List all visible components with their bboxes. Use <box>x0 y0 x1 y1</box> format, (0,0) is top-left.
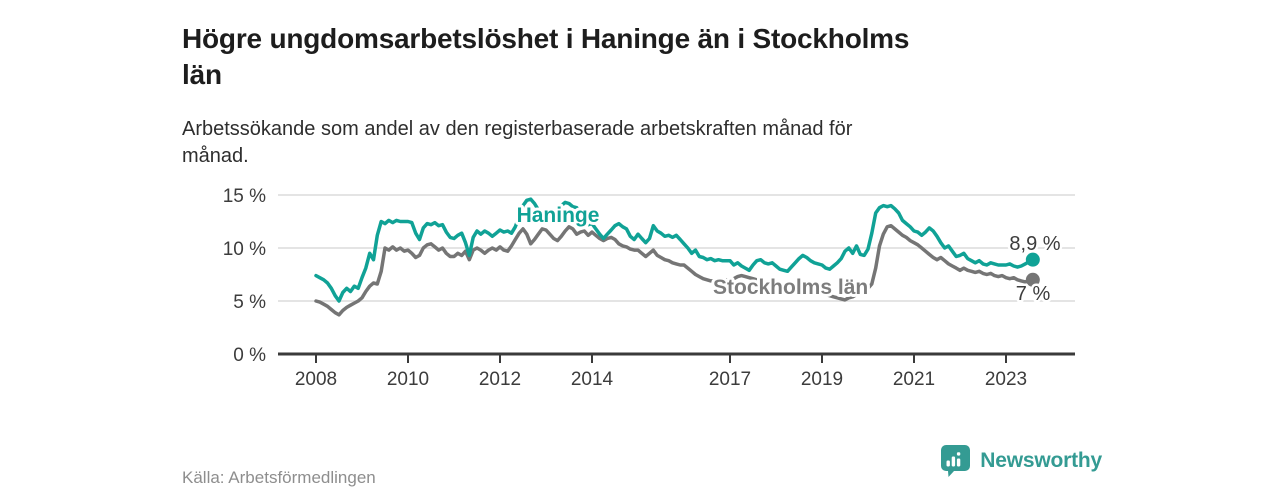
source-note: Källa: Arbetsförmedlingen <box>182 468 376 487</box>
end-dot <box>1025 272 1040 287</box>
chart-subtitle: Arbetssökande som andel av den registerb… <box>182 118 853 167</box>
x-tick-label: 2014 <box>571 369 614 390</box>
y-tick-label: 0 % <box>233 345 266 366</box>
x-tick-label: 2010 <box>387 369 429 390</box>
haninge-line <box>314 197 1035 303</box>
x-tick-label: 2012 <box>479 369 521 390</box>
end-dot <box>1025 252 1040 267</box>
x-tick-label: 2019 <box>801 369 843 390</box>
y-tick-label: 5 % <box>233 292 266 313</box>
brand-logo: Newsworthy <box>940 444 1102 478</box>
y-tick-label: 10 % <box>223 239 266 260</box>
line-chart: 2008 2010 2012 2014 2017 2019 2021 2023 0 % 5 % 10… <box>223 186 1075 390</box>
x-tick-label: 2017 <box>709 369 751 390</box>
end-value-label: 7 % <box>1016 283 1051 305</box>
x-tick-label: 2023 <box>985 369 1027 390</box>
stockholms-län-line <box>314 223 1035 317</box>
x-tick-label: 2021 <box>893 369 935 390</box>
chart-area: 2008 2010 2012 2014 2017 2019 2021 2023 0 % 5 % 10… <box>180 178 1100 400</box>
x-tick-label: 2008 <box>295 369 337 390</box>
page-title: Högre ungdomsarbetslöshet i Haninge än i… <box>182 22 910 90</box>
series-label: Stockholms län <box>713 276 868 299</box>
end-value-label: 8,9 % <box>1009 233 1060 255</box>
series-label: Haninge <box>517 204 600 227</box>
brand-name: Newsworthy <box>980 449 1102 472</box>
bar-chart-bubble-icon <box>941 445 971 477</box>
y-tick-label: 15 % <box>223 186 266 207</box>
